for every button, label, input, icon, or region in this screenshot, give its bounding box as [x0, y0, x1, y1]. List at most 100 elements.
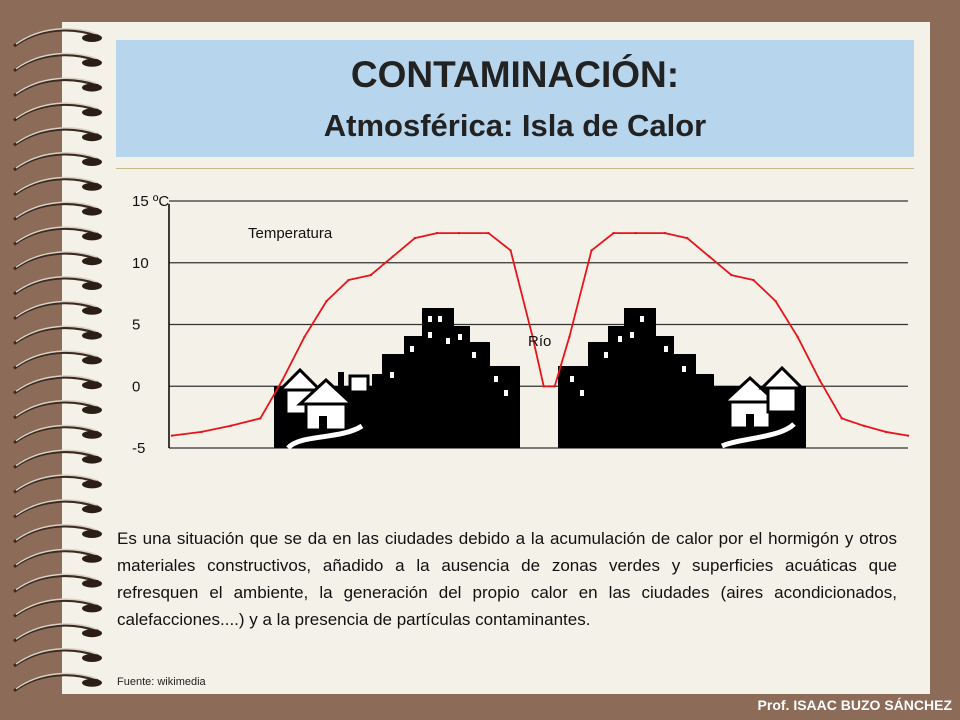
spiral-hole	[82, 629, 102, 638]
spiral-ring-highlight	[15, 499, 98, 516]
temperature-point	[862, 424, 866, 427]
spiral-ring-highlight	[15, 672, 98, 690]
slide-title: CONTAMINACIÓN:	[350, 54, 680, 95]
spiral-hole	[82, 678, 102, 687]
temperature-point	[542, 385, 545, 388]
spiral-hole	[82, 232, 102, 241]
source-credit: Fuente: wikimedia	[117, 676, 206, 688]
temperature-point	[509, 249, 512, 252]
heat-island-chart: 15 ºC 10 5 0 -5	[132, 193, 910, 457]
spiral-ring-highlight	[15, 27, 98, 45]
spiral-ring-highlight	[15, 300, 98, 318]
temperature-points	[170, 231, 910, 437]
temperature-point	[686, 236, 689, 240]
spiral-hole	[82, 257, 102, 266]
spiral-hole	[82, 182, 102, 191]
spiral-ring-highlight	[15, 201, 98, 219]
spiral-ring-highlight	[15, 52, 98, 70]
temperature-point	[553, 385, 556, 388]
title-box: CONTAMINACIÓN: Atmosférica: Isla de Calo…	[116, 40, 914, 157]
spiral-binding	[13, 27, 102, 693]
spiral-hole	[82, 480, 102, 489]
spiral-ring-highlight	[15, 548, 98, 566]
spiral-ring-highlight	[15, 623, 98, 640]
spiral-ring-highlight	[15, 474, 98, 492]
spiral-ring-highlight	[15, 598, 98, 616]
city-illustration	[274, 308, 806, 450]
temperature-point	[818, 378, 821, 382]
temperature-point	[200, 430, 203, 434]
spiral-ring-highlight	[15, 399, 98, 417]
left-downtown-buildings	[372, 308, 520, 448]
spiral-ring-highlight	[15, 275, 98, 293]
spiral-hole	[82, 455, 102, 464]
spiral-ring-highlight	[15, 176, 98, 194]
temperature-point	[413, 236, 417, 240]
temperature-point	[663, 231, 667, 235]
temperature-point	[906, 434, 910, 437]
right-downtown-buildings	[558, 308, 714, 448]
spiral-hole	[82, 356, 102, 365]
spiral-ring-highlight	[15, 251, 98, 268]
spiral-hole	[82, 604, 102, 613]
spiral-hole	[82, 554, 102, 563]
spiral-ring-highlight	[15, 350, 98, 368]
spiral-ring-highlight	[15, 449, 98, 467]
spiral-hole	[82, 530, 102, 538]
spiral-ring-highlight	[15, 226, 98, 244]
temperature-point	[774, 299, 777, 303]
temperature-point	[347, 278, 350, 282]
y-tick-label: 5	[132, 317, 140, 334]
spiral-hole	[82, 306, 102, 315]
spiral-hole	[82, 207, 102, 216]
temperature-point	[730, 273, 733, 277]
temperature-point	[281, 378, 284, 382]
spiral-hole	[82, 654, 102, 662]
river-label: Río	[528, 333, 551, 350]
series-label-temperatura: Temperatura	[248, 225, 333, 242]
author-credit: Prof. ISAAC BUZO SÁNCHEZ	[757, 697, 952, 713]
spiral-ring-highlight	[15, 647, 98, 665]
spiral-ring-highlight	[15, 127, 98, 144]
temperature-line	[171, 232, 909, 437]
spiral-hole	[82, 331, 102, 340]
temperature-point	[170, 434, 174, 437]
temperature-point	[325, 299, 328, 303]
title-divider	[116, 168, 914, 169]
spiral-hole	[82, 381, 102, 390]
spiral-ring-highlight	[15, 102, 98, 120]
temperature-point	[568, 335, 571, 339]
left-suburb-houses	[274, 367, 372, 450]
temperature-point	[884, 430, 888, 434]
temperature-point	[708, 255, 711, 258]
y-tick-label: -5	[132, 440, 145, 457]
temperature-point	[590, 249, 593, 252]
spiral-hole	[82, 430, 102, 439]
spiral-hole	[82, 579, 102, 588]
temperature-point	[796, 335, 799, 339]
temperature-point	[634, 231, 637, 235]
spiral-hole	[82, 158, 102, 166]
temperature-point	[840, 417, 843, 420]
temperature-point	[487, 231, 490, 235]
spiral-ring-highlight	[15, 375, 98, 392]
description-paragraph: Es una situación que se da en las ciudad…	[117, 529, 897, 629]
slide-subtitle: Atmosférica: Isla de Calor	[323, 108, 707, 143]
y-tick-label: 15 ºC	[132, 193, 169, 210]
temperature-point	[457, 231, 461, 235]
spiral-hole	[82, 282, 102, 290]
spiral-hole	[82, 58, 102, 67]
y-tick-labels: 15 ºC 10 5 0 -5	[132, 193, 169, 457]
spiral-hole	[82, 133, 102, 142]
y-tick-label: 0	[132, 378, 140, 395]
temperature-point	[612, 231, 615, 235]
spiral-hole	[82, 34, 102, 42]
temperature-point	[229, 424, 233, 427]
spiral-hole	[82, 108, 102, 117]
temperature-point	[391, 255, 394, 258]
temperature-point	[303, 335, 306, 339]
spiral-hole	[82, 505, 102, 514]
temperature-point	[435, 231, 439, 235]
temperature-point	[369, 273, 372, 277]
spiral-ring-highlight	[15, 77, 98, 95]
